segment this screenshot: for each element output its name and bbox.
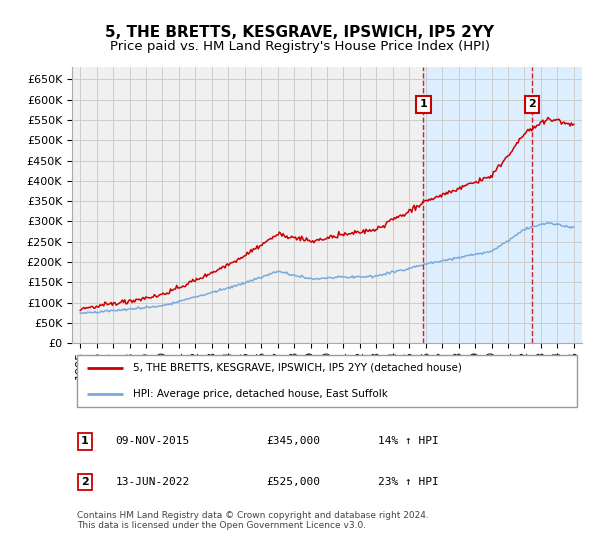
Text: 1: 1 [419,100,427,109]
Text: 09-NOV-2015: 09-NOV-2015 [115,436,190,446]
FancyBboxPatch shape [77,355,577,407]
Text: 23% ↑ HPI: 23% ↑ HPI [378,477,439,487]
Text: Contains HM Land Registry data © Crown copyright and database right 2024.
This d: Contains HM Land Registry data © Crown c… [77,511,429,530]
Text: 2: 2 [528,100,536,109]
Bar [424,67,582,343]
Text: 14% ↑ HPI: 14% ↑ HPI [378,436,439,446]
Text: £525,000: £525,000 [266,477,320,487]
Text: 13-JUN-2022: 13-JUN-2022 [115,477,190,487]
Text: 5, THE BRETTS, KESGRAVE, IPSWICH, IP5 2YY (detached house): 5, THE BRETTS, KESGRAVE, IPSWICH, IP5 2Y… [133,363,462,373]
Text: HPI: Average price, detached house, East Suffolk: HPI: Average price, detached house, East… [133,389,388,399]
Text: Price paid vs. HM Land Registry's House Price Index (HPI): Price paid vs. HM Land Registry's House … [110,40,490,53]
Text: 5, THE BRETTS, KESGRAVE, IPSWICH, IP5 2YY: 5, THE BRETTS, KESGRAVE, IPSWICH, IP5 2Y… [106,25,494,40]
Text: 2: 2 [81,477,89,487]
Text: £345,000: £345,000 [266,436,320,446]
Text: 1: 1 [81,436,89,446]
